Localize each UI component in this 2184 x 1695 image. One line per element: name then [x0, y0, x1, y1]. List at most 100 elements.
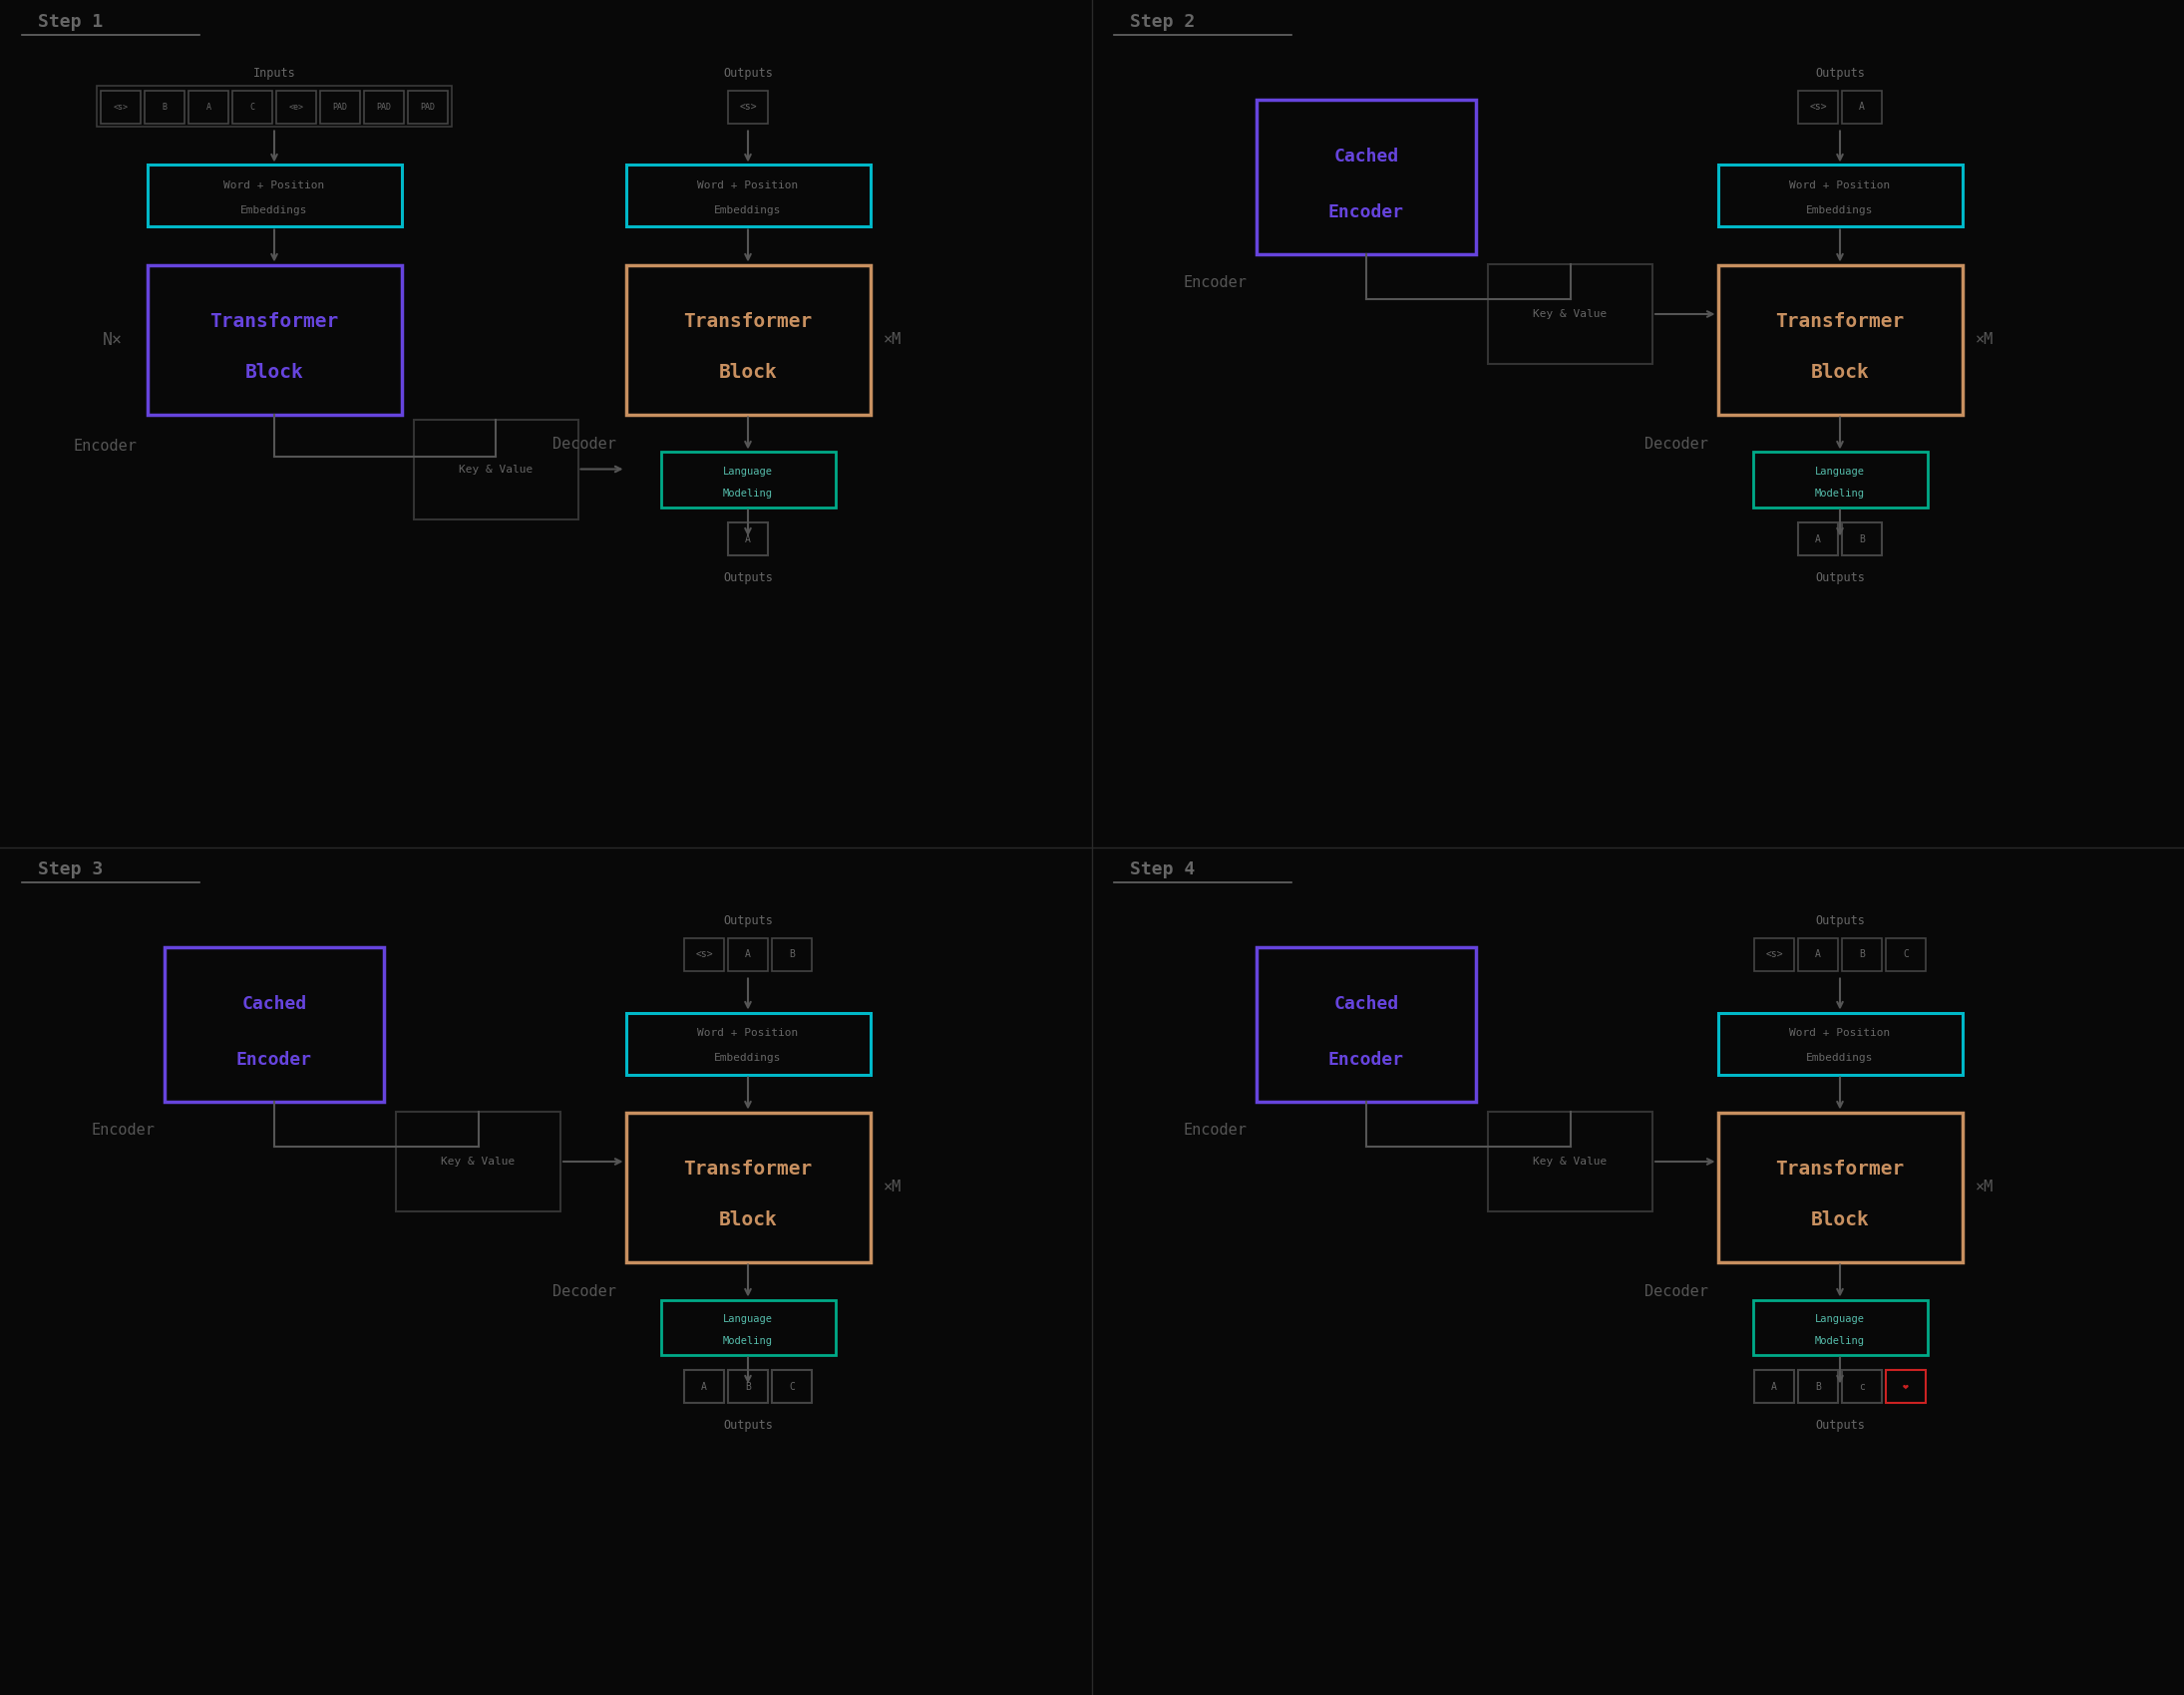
- Text: Step 3: Step 3: [37, 861, 103, 878]
- Text: Embeddings: Embeddings: [1806, 205, 1874, 215]
- Bar: [408, 90, 448, 124]
- Bar: [365, 90, 404, 124]
- Bar: [1256, 100, 1476, 254]
- Text: ×M: ×M: [882, 1180, 902, 1195]
- Bar: [1487, 264, 1653, 364]
- Text: Embeddings: Embeddings: [1806, 1053, 1874, 1063]
- Text: Step 4: Step 4: [1129, 861, 1195, 878]
- Text: Modeling: Modeling: [1815, 488, 1865, 498]
- Bar: [1754, 937, 1793, 971]
- Bar: [1487, 1112, 1653, 1212]
- Bar: [1841, 937, 1883, 971]
- Text: Language: Language: [723, 1314, 773, 1324]
- Text: Encoder: Encoder: [1328, 1051, 1404, 1070]
- Text: Cached: Cached: [1334, 147, 1398, 166]
- Text: Encoder: Encoder: [74, 439, 138, 454]
- Text: Transformer: Transformer: [210, 312, 339, 331]
- Bar: [146, 164, 402, 227]
- Bar: [627, 1012, 869, 1075]
- Text: Encoder: Encoder: [92, 1122, 155, 1137]
- Text: Modeling: Modeling: [1815, 1336, 1865, 1346]
- Text: Block: Block: [719, 1210, 778, 1229]
- Bar: [395, 1112, 561, 1212]
- Text: <s>: <s>: [1808, 102, 1826, 112]
- Text: Cached: Cached: [242, 995, 306, 1014]
- Text: Transformer: Transformer: [1776, 312, 1904, 331]
- Text: Embeddings: Embeddings: [714, 1053, 782, 1063]
- Text: Modeling: Modeling: [723, 1336, 773, 1346]
- Text: Decoder: Decoder: [553, 1285, 616, 1298]
- Text: B: B: [1859, 534, 1865, 544]
- Text: Language: Language: [723, 466, 773, 476]
- Bar: [684, 1370, 725, 1403]
- Text: Word + Position: Word + Position: [1789, 1027, 1891, 1037]
- Text: Encoder: Encoder: [1328, 203, 1404, 222]
- Text: PAD: PAD: [376, 102, 391, 112]
- Text: B: B: [745, 1381, 751, 1392]
- Text: C: C: [249, 102, 256, 112]
- Text: Key & Value: Key & Value: [1533, 1156, 1607, 1166]
- Text: Step 2: Step 2: [1129, 14, 1195, 31]
- Text: PAD: PAD: [419, 102, 435, 112]
- Text: PAD: PAD: [332, 102, 347, 112]
- Text: Outputs: Outputs: [723, 66, 773, 80]
- Text: N×: N×: [103, 331, 122, 349]
- Bar: [146, 264, 402, 414]
- Bar: [1719, 1112, 1961, 1261]
- Text: Block: Block: [1811, 363, 1870, 381]
- Text: Word + Position: Word + Position: [697, 1027, 799, 1037]
- Text: <s>: <s>: [1765, 949, 1782, 959]
- Bar: [1841, 1370, 1883, 1403]
- Text: B: B: [1859, 949, 1865, 959]
- Text: Outputs: Outputs: [723, 1419, 773, 1431]
- Bar: [1797, 522, 1839, 556]
- Bar: [627, 164, 869, 227]
- Bar: [727, 1370, 769, 1403]
- Text: A: A: [1771, 1381, 1778, 1392]
- Bar: [1754, 1300, 1926, 1354]
- Text: ❤: ❤: [1902, 1381, 1909, 1392]
- Bar: [413, 419, 579, 519]
- Text: Modeling: Modeling: [723, 488, 773, 498]
- Text: Step 1: Step 1: [37, 14, 103, 31]
- Text: Outputs: Outputs: [1815, 571, 1865, 583]
- Text: Word + Position: Word + Position: [223, 180, 325, 190]
- Bar: [727, 90, 769, 124]
- Text: <s>: <s>: [738, 102, 756, 112]
- Bar: [1719, 264, 1961, 414]
- Text: Language: Language: [1815, 466, 1865, 476]
- Text: Cached: Cached: [1334, 995, 1398, 1014]
- Text: B: B: [1815, 1381, 1821, 1392]
- Text: Outputs: Outputs: [1815, 66, 1865, 80]
- Text: Decoder: Decoder: [1645, 1285, 1708, 1298]
- Bar: [771, 1370, 812, 1403]
- Bar: [1797, 90, 1839, 124]
- Text: c: c: [1859, 1381, 1865, 1392]
- Text: <s>: <s>: [114, 102, 129, 112]
- Text: A: A: [745, 949, 751, 959]
- Text: Transformer: Transformer: [1776, 1159, 1904, 1178]
- Bar: [627, 1112, 869, 1261]
- Text: A: A: [701, 1381, 708, 1392]
- Bar: [662, 1300, 834, 1354]
- Bar: [100, 90, 140, 124]
- Text: Transformer: Transformer: [684, 312, 812, 331]
- Text: Embeddings: Embeddings: [714, 205, 782, 215]
- Text: Outputs: Outputs: [1815, 1419, 1865, 1431]
- Text: ×M: ×M: [1974, 332, 1994, 347]
- Text: A: A: [745, 534, 751, 544]
- Text: A: A: [1815, 949, 1821, 959]
- Bar: [1797, 937, 1839, 971]
- Text: Block: Block: [1811, 1210, 1870, 1229]
- Text: <e>: <e>: [288, 102, 304, 112]
- Text: A: A: [1859, 102, 1865, 112]
- Text: Key & Value: Key & Value: [1533, 308, 1607, 319]
- Text: Encoder: Encoder: [1184, 275, 1247, 290]
- Text: Word + Position: Word + Position: [1789, 180, 1891, 190]
- Text: Encoder: Encoder: [1184, 1122, 1247, 1137]
- Bar: [1885, 1370, 1926, 1403]
- Text: Block: Block: [719, 363, 778, 381]
- Text: ×M: ×M: [1974, 1180, 1994, 1195]
- Bar: [1885, 937, 1926, 971]
- Bar: [1719, 1012, 1961, 1075]
